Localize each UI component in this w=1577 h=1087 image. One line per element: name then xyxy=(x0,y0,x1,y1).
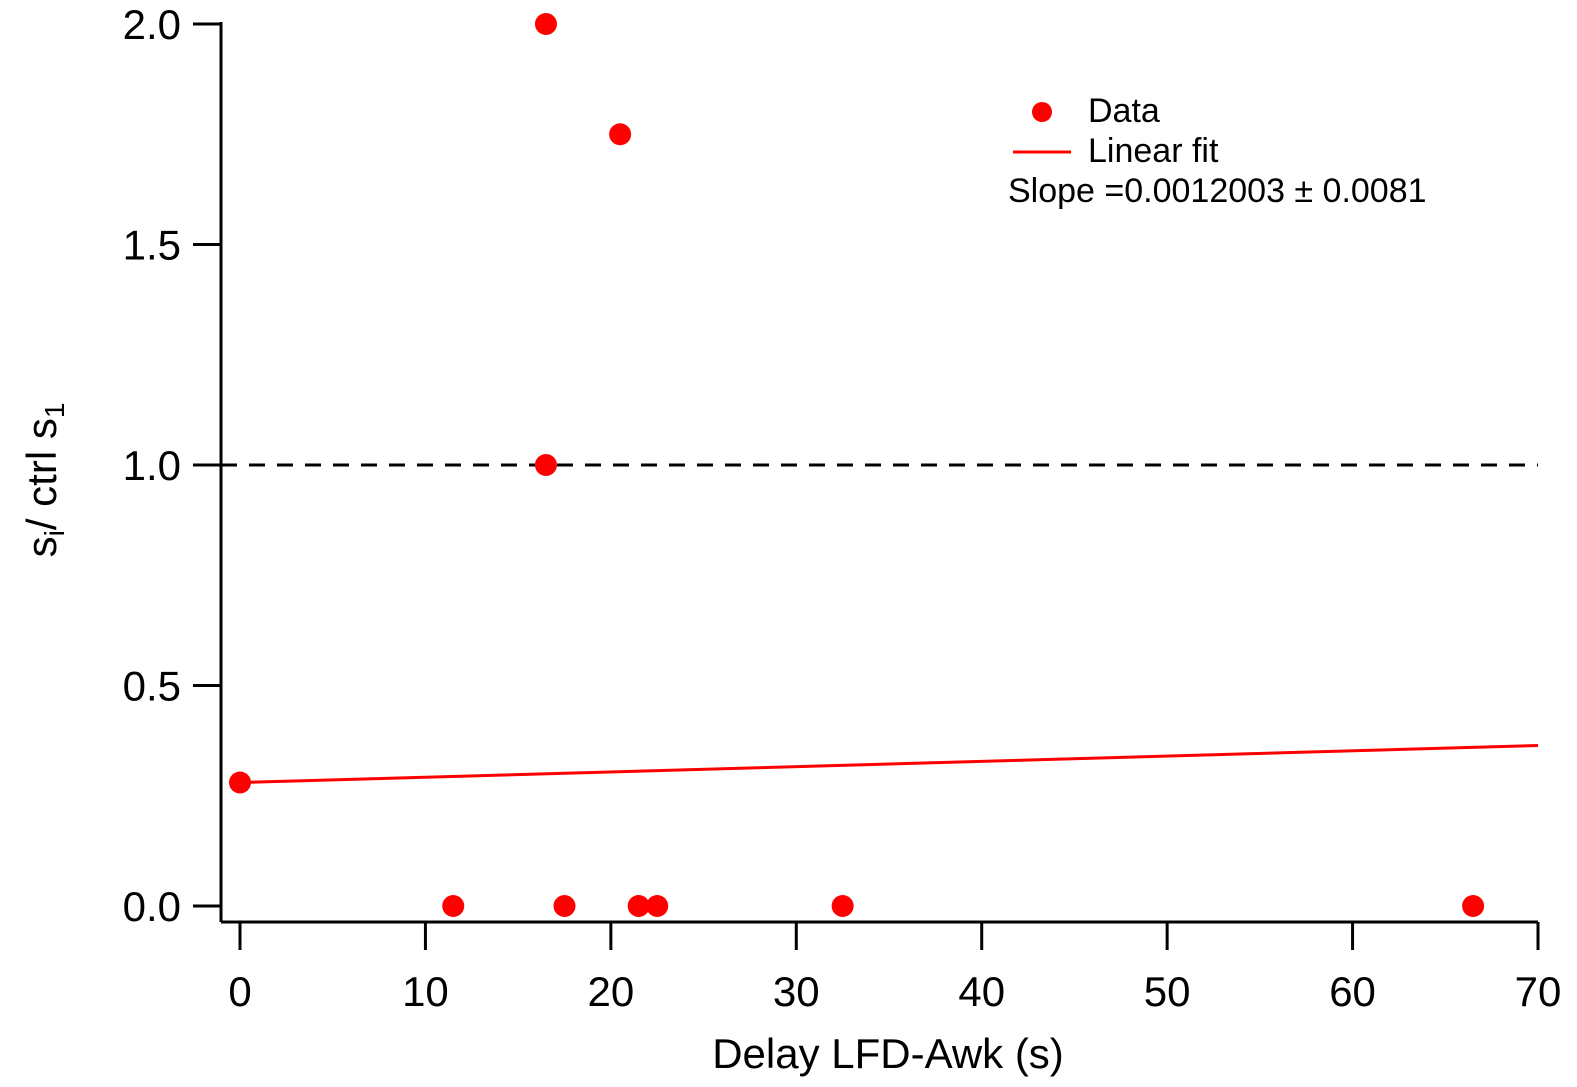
data-point xyxy=(553,895,576,917)
y-tick-label: 2.0 xyxy=(123,1,181,48)
legend: Data Linear fit Slope =0.0012003 ± 0.008… xyxy=(1008,92,1427,210)
legend-fit-label: Linear fit xyxy=(1088,132,1219,170)
axes: 0 10 20 30 40 50 60 70 0.0 0.5 1.0 1.5 2.0 xyxy=(123,1,1562,1015)
y-tick-label: 0.0 xyxy=(123,883,181,930)
data-point xyxy=(627,895,650,917)
data-point xyxy=(534,13,557,35)
x-axis-title: Delay LFD-Awk (s) xyxy=(712,1030,1064,1077)
y-axis-title-sub: i xyxy=(39,530,70,536)
x-tick-label: 60 xyxy=(1329,968,1376,1015)
x-tick-label: 40 xyxy=(958,968,1005,1015)
slope-annotation: Slope =0.0012003 ± 0.0081 xyxy=(1008,172,1427,210)
y-axis-title-sub2: 1 xyxy=(39,403,70,419)
data-point xyxy=(831,895,854,917)
y-tick-label: 1.5 xyxy=(123,222,181,269)
x-tick-label: 70 xyxy=(1515,968,1562,1015)
fit-layer xyxy=(239,743,1539,785)
data-points xyxy=(229,13,1485,917)
data-point xyxy=(442,895,465,917)
x-tick-label: 30 xyxy=(773,968,820,1015)
data-point xyxy=(229,771,251,794)
y-axis-title-main: s xyxy=(18,536,65,557)
data-point xyxy=(1462,895,1485,917)
y-axis-title: si/ ctrl s1 xyxy=(18,403,70,558)
x-tick-label: 20 xyxy=(587,968,634,1015)
y-tick-label: 0.5 xyxy=(123,663,181,710)
y-axis-title-mid: / ctrl s xyxy=(18,418,65,530)
x-tick-label: 50 xyxy=(1144,968,1191,1015)
y-tick-label: 1.0 xyxy=(123,442,181,489)
data-point xyxy=(534,454,557,476)
x-tick-label: 0 xyxy=(228,968,251,1015)
x-tick-label: 10 xyxy=(402,968,449,1015)
data-point xyxy=(646,895,669,917)
legend-data-marker xyxy=(1032,102,1052,122)
linear-fit-line xyxy=(239,743,1539,785)
legend-data-label: Data xyxy=(1088,92,1160,130)
data-point xyxy=(609,123,632,146)
